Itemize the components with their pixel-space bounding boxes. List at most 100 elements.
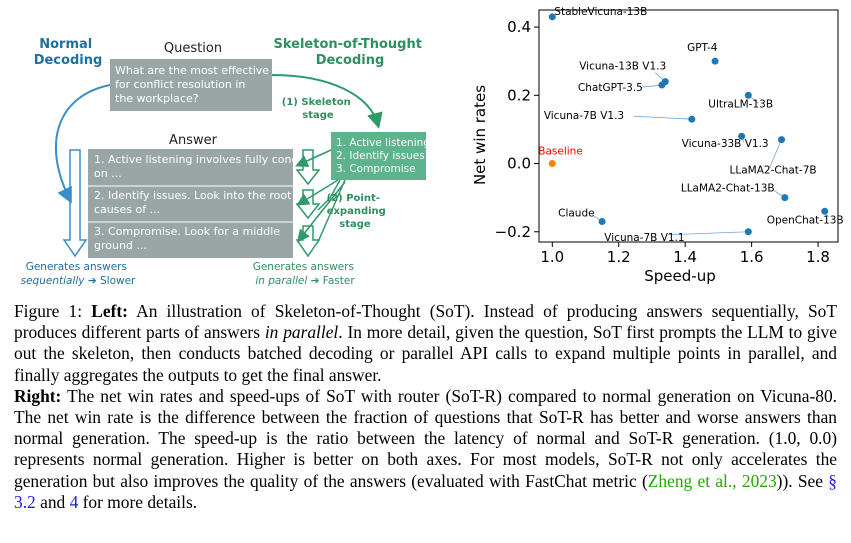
- caption-text: . In more detail, given the question, So…: [14, 322, 837, 385]
- caption-text: An illustration of Skeleton-of-Thought (…: [14, 301, 837, 343]
- question-line: the workplace?: [115, 92, 199, 105]
- point-label: LLaMA2-Chat-13B: [681, 183, 775, 195]
- leader-lines: [591, 72, 830, 236]
- y-tick-label: 0.2: [507, 86, 531, 104]
- normal-footer-line1: Generates answers: [26, 261, 127, 273]
- answer-line: on ...: [94, 167, 122, 180]
- answer-line: 1. Active listening involves fully conce…: [94, 153, 348, 166]
- y-tick-label: −0.2: [495, 223, 531, 241]
- normal-title-line2: Decoding: [34, 53, 103, 68]
- normal-title-line1: Normal: [39, 37, 92, 52]
- x-tick-label: 1.8: [806, 248, 830, 266]
- point-label: Vicuna-7B V1.1: [604, 232, 684, 244]
- plot-frame: [538, 9, 839, 243]
- model-point: [821, 207, 829, 215]
- model-point: [548, 13, 556, 21]
- model-point: [778, 136, 786, 144]
- stage1-line1: (1) Skeleton: [282, 97, 351, 108]
- point-label: OpenChat-13B: [767, 214, 844, 226]
- point-label: Baseline: [538, 146, 583, 158]
- section-ref-link[interactable]: § 3.2: [14, 470, 837, 512]
- speedup-winrate-scatter: 1.0 1.2 1.4 1.6 1.8 −0.2 0.0 0.2 0.4 StableVicun…: [471, 6, 844, 285]
- model-point: [738, 132, 746, 140]
- plot-border: [538, 9, 839, 243]
- sot-footer-line2: in parallel ➔ Faster: [255, 275, 355, 287]
- model-point: [744, 91, 752, 99]
- sot-title-line1: Skeleton-of-Thought: [273, 37, 421, 52]
- normal-decoding-title: Normal Decoding: [34, 37, 103, 68]
- sot-footer-rest: ➔ Faster: [307, 275, 355, 287]
- sot-footer-line1: Generates answers: [253, 261, 354, 273]
- skeleton-item: 1. Active listening: [336, 137, 430, 149]
- model-point: [688, 115, 696, 123]
- citation-link[interactable]: Zheng et al., 2023: [647, 470, 777, 491]
- leader-line: [769, 139, 782, 168]
- point-label: Vicuna-13B V1.3: [579, 61, 666, 73]
- x-tick-label: 1.4: [673, 248, 697, 266]
- sot-title-line2: Decoding: [316, 53, 385, 68]
- stage1-line2: stage: [302, 110, 334, 121]
- answer-3-text: 3. Compromise. Look for a middle ground …: [94, 225, 284, 252]
- stage2-line3: stage: [339, 219, 371, 230]
- sot-diagram: Normal Decoding Skeleton-of-Thought Deco…: [21, 37, 433, 287]
- caption-text: for more details.: [78, 491, 198, 512]
- answer-line: ground ...: [94, 239, 147, 252]
- caption-paragraph-left: Figure 1: Left: An illustration of Skele…: [14, 301, 837, 386]
- skeleton-to-answer-arrow-1: [295, 149, 332, 167]
- caption-paragraph-right: Right: The net win rates and speed-ups o…: [14, 386, 837, 513]
- point-label: Claude: [558, 208, 594, 220]
- point-label: GPT-4: [687, 42, 718, 54]
- sot-footer-italic: in parallel: [255, 275, 307, 287]
- caption-text: represents normal generation. Higher is …: [14, 449, 837, 491]
- sot-footer: Generates answers in parallel ➔ Faster: [253, 261, 358, 287]
- normal-footer-rest: ➔ Slower: [85, 275, 137, 287]
- skeleton-items: 1. Active listening 2. Identify issues 3…: [336, 137, 433, 175]
- figure-caption: Figure 1: Left: An illustration of Skele…: [14, 301, 837, 513]
- answer-1-text: 1. Active listening involves fully conce…: [94, 153, 352, 180]
- model-point: [658, 81, 666, 89]
- skeleton-item: 3. Compromise: [336, 163, 416, 175]
- normal-footer: Generates answers sequentially ➔ Slower: [21, 261, 136, 287]
- question-label: Question: [164, 41, 222, 56]
- stage2-line2: expanding: [327, 206, 386, 217]
- normal-footer-italic: sequentially: [21, 275, 86, 287]
- skeleton-to-answer-arrow-2: [296, 179, 339, 206]
- answer-line: 3. Compromise. Look for a middle: [94, 225, 280, 238]
- answer-line: causes of ...: [94, 203, 160, 216]
- caption-italic: in parallel: [264, 322, 339, 343]
- answer-2-text: 2. Identify issues. Look into the root c…: [94, 189, 295, 216]
- skeleton-box: [331, 132, 426, 180]
- model-point: [598, 218, 606, 226]
- point-labels: StableVicuna-13B GPT-4 Vicuna-13B V1.3 Chat…: [538, 6, 843, 244]
- skeleton-item: 2. Identify issues: [336, 150, 425, 162]
- y-axis-label: Net win rates: [471, 85, 489, 185]
- answer-box-3: [88, 222, 293, 258]
- sequential-down-arrow: [62, 149, 88, 258]
- skeleton-to-answer-arrow-3: [297, 181, 346, 243]
- point-label: Vicuna-7B V1.3: [544, 110, 624, 122]
- caption-text: )). See: [776, 470, 829, 491]
- data-points: [548, 13, 829, 236]
- answer-box-2: [88, 186, 293, 222]
- y-tick-label: 0.0: [507, 155, 531, 173]
- y-tick-label: 0.4: [507, 18, 531, 36]
- sot-decoding-title: Skeleton-of-Thought Decoding: [273, 37, 426, 68]
- normal-footer-line2: sequentially ➔ Slower: [21, 275, 136, 287]
- leader-line: [633, 115, 692, 120]
- point-label: Vicuna-33B V1.3: [682, 138, 769, 150]
- x-tick-label: 1.2: [607, 248, 631, 266]
- section-ref-link[interactable]: 4: [69, 491, 79, 512]
- skeleton-stage-label: (1) Skeleton stage: [282, 97, 354, 121]
- caption-math: (1.0, 0.0): [768, 428, 837, 449]
- figure-label: Figure 1:: [14, 301, 83, 321]
- answer-line: 2. Identify issues. Look into the root: [94, 189, 292, 202]
- caption-text: The net win rates and speed-ups of SoT w…: [14, 385, 837, 449]
- stage2-line1: (2) Point-: [327, 193, 380, 204]
- answer-label: Answer: [169, 133, 218, 148]
- answer-box-1: [88, 149, 293, 187]
- caption-left-heading: Left:: [91, 301, 128, 321]
- model-point: [711, 57, 719, 65]
- point-label: StableVicuna-13B: [554, 6, 647, 18]
- question-to-skeleton-curve-arrow: [271, 74, 383, 129]
- model-point: [744, 228, 752, 236]
